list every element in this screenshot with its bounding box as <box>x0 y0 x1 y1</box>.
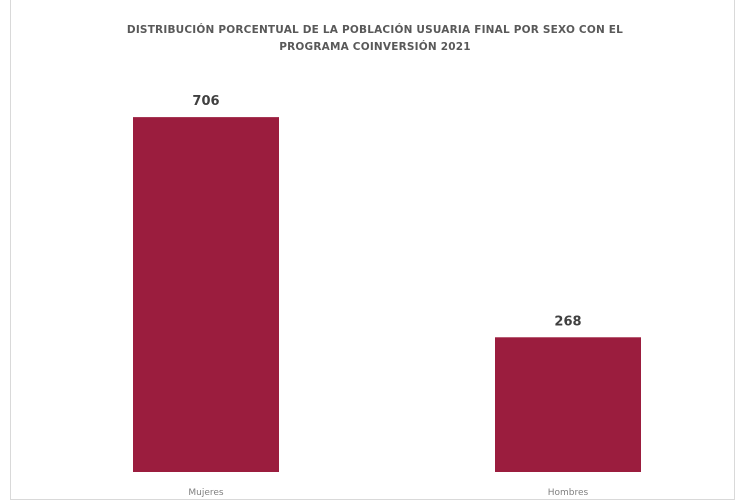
category-label-mujeres: Mujeres <box>188 488 224 498</box>
chart-title-line-1: DISTRIBUCIÓN PORCENTUAL DE LA POBLACIÓN … <box>126 24 624 36</box>
chart-title: DISTRIBUCIÓN PORCENTUAL DE LA POBLACIÓN … <box>0 22 750 56</box>
chart-title-line-2: PROGRAMA COINVERSIÓN 2021 <box>279 41 471 53</box>
data-label-hombres: 268 <box>554 314 581 329</box>
category-label-hombres: Hombres <box>548 488 589 498</box>
data-label-mujeres: 706 <box>192 94 219 109</box>
bar-hombres <box>495 337 641 472</box>
bar-mujeres <box>133 117 279 472</box>
